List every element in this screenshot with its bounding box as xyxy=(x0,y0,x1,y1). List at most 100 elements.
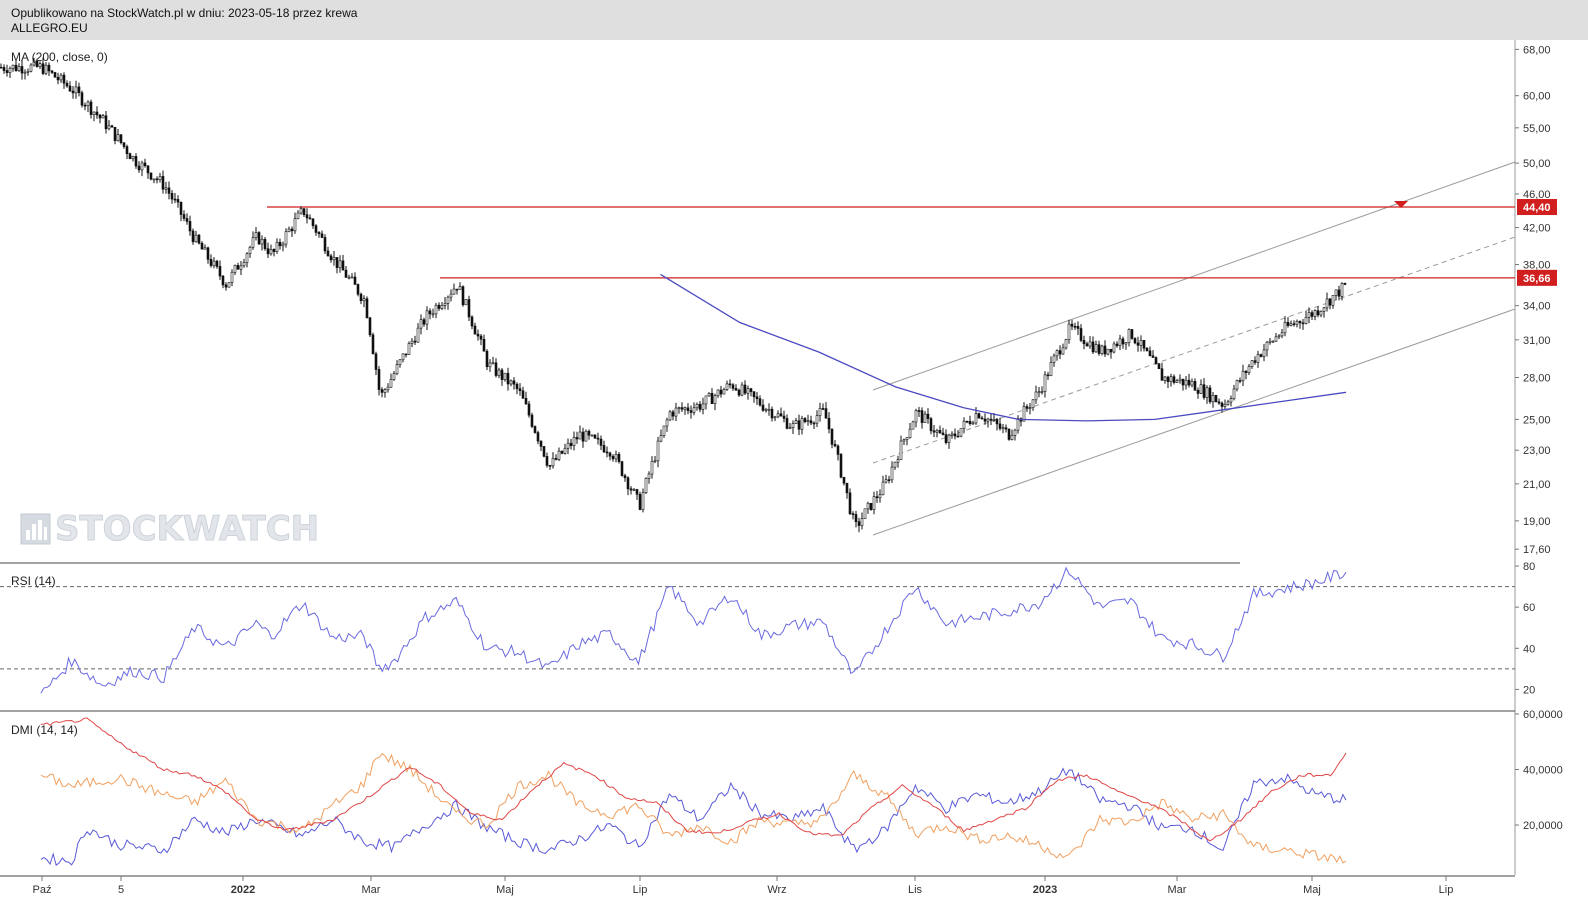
candle-body xyxy=(1262,349,1266,357)
candle-body xyxy=(764,408,768,411)
candle-body xyxy=(878,494,882,499)
x-tick-label: Paź xyxy=(33,884,52,896)
candle-body xyxy=(206,247,210,260)
x-tick-label: Lip xyxy=(633,884,648,896)
candle-body xyxy=(1328,298,1332,306)
candle-body xyxy=(683,407,687,410)
candle-body xyxy=(1061,347,1065,355)
candle-body xyxy=(242,262,246,267)
candle-body xyxy=(1298,321,1302,324)
candle-body xyxy=(392,373,396,380)
candle-body xyxy=(1091,341,1095,353)
candle-body xyxy=(122,142,126,147)
x-tick-label: Lis xyxy=(908,884,923,896)
y-tick-label: 28,00 xyxy=(1523,372,1551,384)
candle-body xyxy=(725,383,729,390)
candle-body xyxy=(194,234,198,243)
candle-body xyxy=(629,488,633,491)
candle-body xyxy=(1190,381,1194,386)
candle-body xyxy=(191,230,195,243)
candle-body xyxy=(659,435,663,442)
candle-body xyxy=(1247,366,1251,373)
y-tick-label: 19,00 xyxy=(1523,516,1551,528)
candle-body xyxy=(1241,370,1245,381)
candle-body xyxy=(536,432,540,442)
candle-body xyxy=(80,92,84,106)
candle-body xyxy=(1295,321,1299,325)
candle-body xyxy=(1205,387,1209,398)
candle-body xyxy=(1097,344,1101,354)
candle-body xyxy=(422,319,426,325)
candle-body xyxy=(920,410,924,423)
candle-body xyxy=(641,492,645,510)
dmi-tick-label: 60,0000 xyxy=(1523,709,1563,721)
candle-body xyxy=(587,430,591,436)
candle-body xyxy=(1070,323,1074,327)
y-tick-label: 25,00 xyxy=(1523,414,1551,426)
candle-body xyxy=(368,317,372,336)
candle-body xyxy=(866,502,870,510)
candle-body xyxy=(923,413,927,423)
candle-body xyxy=(143,162,147,167)
candle-body xyxy=(887,479,891,482)
candle-body xyxy=(203,247,207,250)
candle-body xyxy=(758,398,762,406)
candle-body xyxy=(983,418,987,422)
candle-body xyxy=(137,165,141,171)
candle-body xyxy=(200,242,204,250)
candle-body xyxy=(218,266,222,277)
chart-header: Opublikowano na StockWatch.pl w dniu: 20… xyxy=(0,0,1588,40)
candle-body xyxy=(455,288,459,291)
candle-body xyxy=(50,70,54,73)
candle-body xyxy=(791,423,795,428)
candle-body xyxy=(722,389,726,395)
candle-body xyxy=(1004,427,1008,430)
candle-body xyxy=(1334,289,1338,296)
candle-body xyxy=(230,271,234,283)
candle-body xyxy=(902,439,906,442)
candle-body xyxy=(965,420,969,423)
candle-body xyxy=(86,101,90,106)
candle-body xyxy=(518,388,522,392)
candle-body xyxy=(29,64,33,72)
candle-body xyxy=(425,310,429,325)
candle-body xyxy=(701,403,705,410)
candle-body xyxy=(896,459,900,463)
candle-body xyxy=(782,415,786,419)
candle-body xyxy=(626,477,630,490)
candle-body xyxy=(815,415,819,424)
candle-body xyxy=(101,115,105,119)
candle-body xyxy=(1103,345,1107,355)
rsi-line xyxy=(40,566,1347,694)
candle-body xyxy=(491,362,495,365)
candle-body xyxy=(188,221,192,232)
candle-body xyxy=(254,232,258,238)
candle-body xyxy=(1073,325,1077,328)
candle-body xyxy=(932,430,936,433)
candle-body xyxy=(341,260,345,271)
candle-body xyxy=(308,217,312,220)
candle-body xyxy=(386,386,390,391)
candle-body xyxy=(434,304,438,315)
x-tick-label: Maj xyxy=(496,884,514,896)
candle-body xyxy=(593,434,597,439)
candle-body xyxy=(1274,336,1278,342)
candle-body xyxy=(272,249,276,252)
candle-body xyxy=(287,228,291,232)
candle-body xyxy=(614,453,618,460)
candle-body xyxy=(305,214,309,219)
candle-body xyxy=(320,233,324,238)
candle-body xyxy=(125,146,129,154)
candle-body xyxy=(251,237,255,248)
candle-body xyxy=(1313,310,1317,317)
candle-body xyxy=(1106,348,1110,355)
candle-body xyxy=(134,156,138,167)
candle-body xyxy=(590,434,594,437)
candle-body xyxy=(1169,376,1173,382)
candle-body xyxy=(668,411,672,421)
candle-body xyxy=(1283,321,1287,334)
candle-body xyxy=(1292,323,1296,326)
candle-body xyxy=(599,438,603,446)
candle-body xyxy=(353,276,357,285)
candle-body xyxy=(407,343,411,355)
